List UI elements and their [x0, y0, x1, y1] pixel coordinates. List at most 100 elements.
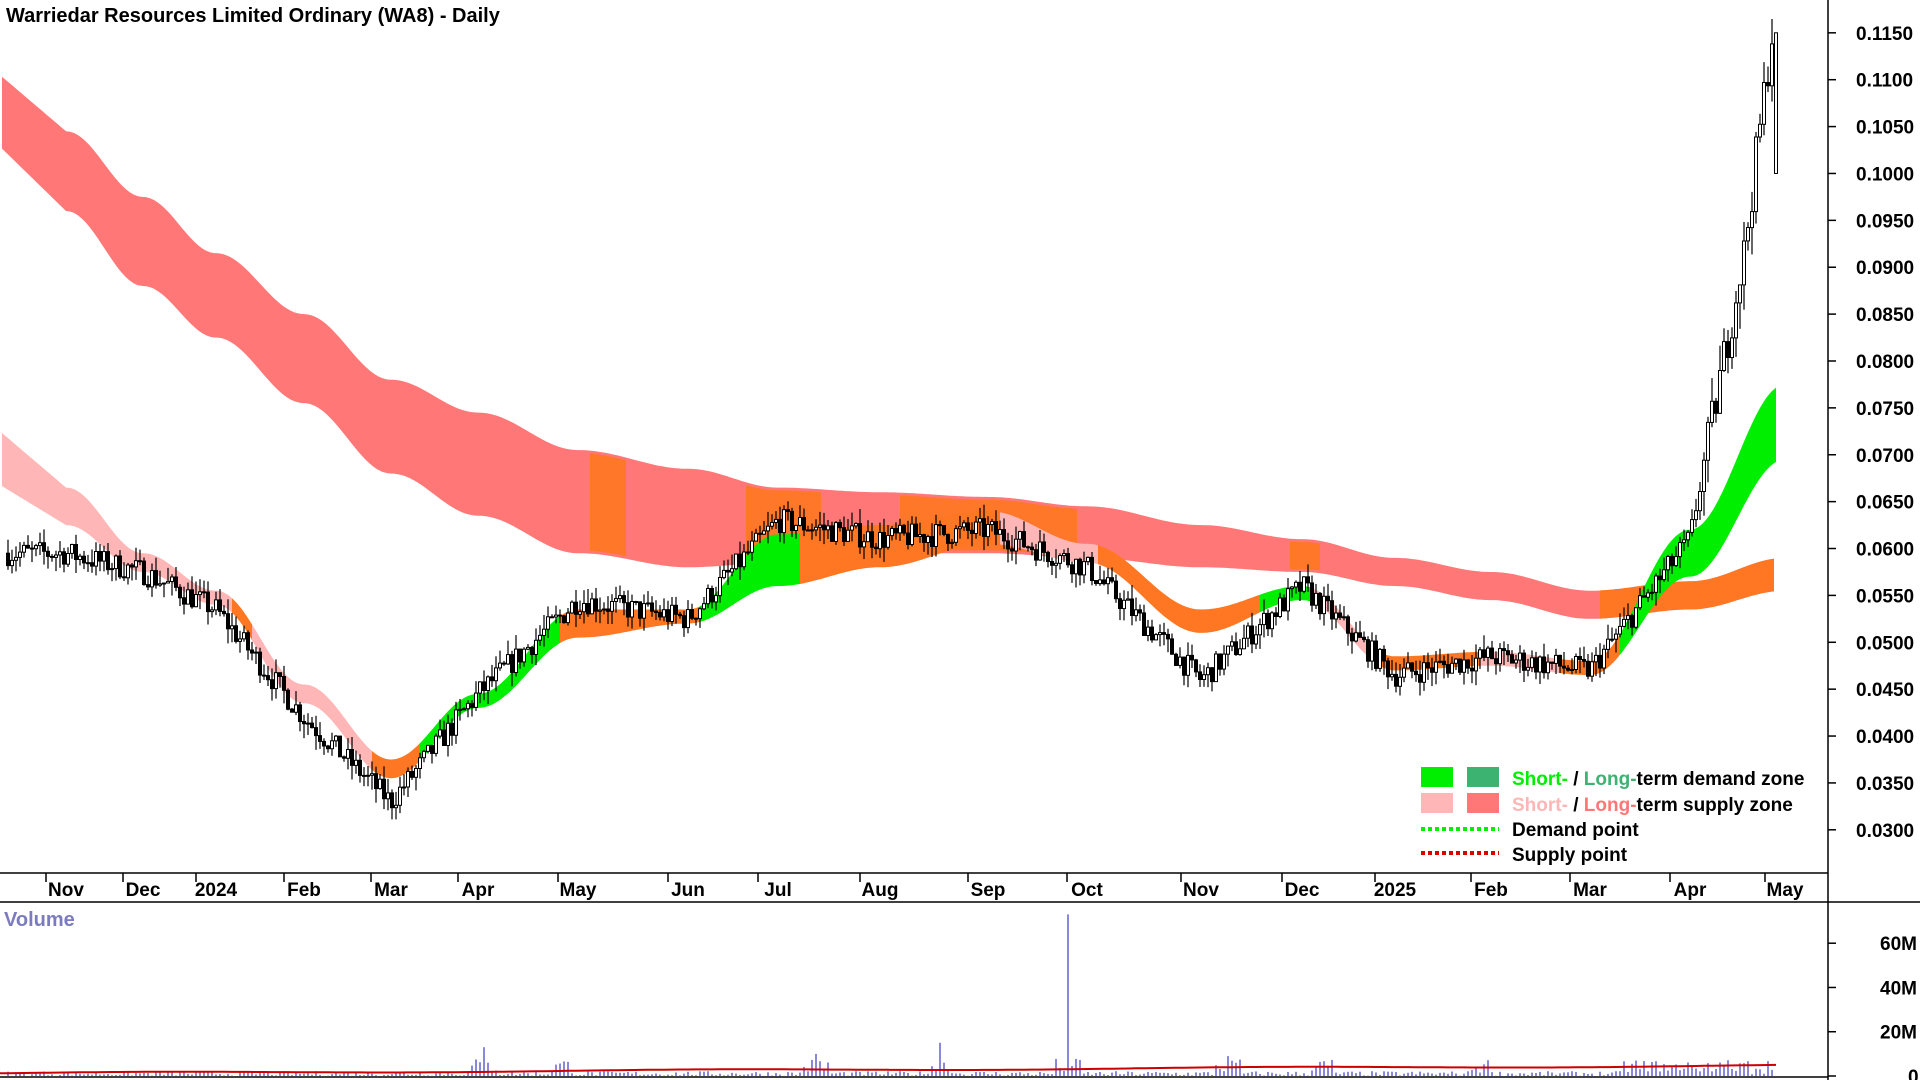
- candle-body: [266, 675, 270, 681]
- candle-body: [614, 598, 618, 602]
- candle-body: [1566, 667, 1570, 671]
- legend-label-supply-point: Supply point: [1512, 845, 1628, 866]
- candle-body: [526, 646, 530, 650]
- candle-body: [1658, 575, 1662, 581]
- candle-body: [206, 591, 210, 613]
- candle-body: [202, 591, 206, 594]
- short-term-band-segment: [2, 433, 232, 613]
- candle-body: [1426, 662, 1430, 669]
- candle-body: [38, 542, 42, 547]
- candle-body: [1570, 669, 1574, 671]
- candle-body: [1298, 581, 1302, 592]
- candle-body: [1654, 575, 1658, 593]
- candle-body: [794, 524, 798, 532]
- candle-body: [470, 702, 474, 708]
- candle-body: [1438, 660, 1442, 663]
- candle-body: [886, 535, 890, 548]
- candle-body: [6, 552, 10, 567]
- price-y-ticks: 0.1150 0.1100 0.1050 0.1000 0.0950 0.0900 0.08…: [1828, 24, 1914, 842]
- candle-body: [1642, 595, 1646, 598]
- candle-body: [702, 603, 706, 610]
- candle-body: [918, 534, 922, 537]
- candle-body: [1462, 659, 1466, 673]
- candle-body: [674, 604, 678, 615]
- short-term-band-segment: [1140, 573, 1260, 633]
- candle-body: [902, 524, 906, 534]
- short-term-band-segment: [232, 598, 252, 641]
- y-tick-label: 0.1100: [1856, 71, 1913, 92]
- candle-body: [1138, 609, 1142, 614]
- candle-body: [762, 530, 766, 535]
- candle-body: [454, 709, 458, 736]
- candle-body: [94, 551, 98, 567]
- candle-body: [830, 525, 834, 542]
- candle-body: [1066, 553, 1070, 566]
- candle-body: [1546, 661, 1550, 674]
- candle-body: [1490, 647, 1494, 660]
- candle-body: [1142, 612, 1146, 637]
- candle-body: [806, 529, 810, 532]
- candle-body: [146, 584, 150, 588]
- candle-body: [866, 531, 870, 543]
- candle-body: [318, 735, 322, 742]
- candle-body: [1574, 656, 1578, 670]
- candle-body: [1002, 529, 1006, 542]
- candle-body: [1494, 658, 1498, 665]
- short-term-band-segment: [700, 533, 800, 622]
- candle-body: [1086, 556, 1090, 563]
- candle-body: [1766, 82, 1770, 87]
- candle-body: [630, 601, 634, 618]
- candle-body: [506, 654, 510, 665]
- candle-body: [842, 527, 846, 542]
- candle-body: [474, 692, 478, 708]
- legend-swatch-short-demand: [1421, 767, 1453, 787]
- volume-title: Volume: [4, 909, 75, 931]
- candle-body: [1698, 491, 1702, 512]
- candle-body: [58, 551, 62, 556]
- candle-body: [522, 648, 526, 663]
- candle-body: [414, 768, 418, 778]
- candle-body: [1078, 558, 1082, 576]
- candle-body: [1354, 632, 1358, 642]
- candle-body: [730, 568, 734, 573]
- candle-body: [1166, 633, 1170, 640]
- candle-body: [1026, 546, 1030, 549]
- candle-body: [54, 554, 58, 558]
- candle-body: [1606, 638, 1610, 650]
- candle-body: [726, 569, 730, 573]
- candle-body: [154, 570, 158, 586]
- candle-body: [1530, 657, 1534, 668]
- candle-body: [302, 721, 306, 725]
- candle-body: [10, 559, 14, 567]
- candle-body: [582, 603, 586, 613]
- candle-body: [1694, 510, 1698, 521]
- candle-body: [50, 555, 54, 558]
- candle-body: [182, 597, 186, 605]
- legend-swatch-long-demand: [1467, 767, 1499, 787]
- candle-body: [854, 523, 858, 527]
- candle-body: [322, 740, 326, 747]
- candle-body: [42, 542, 46, 552]
- candle-body: [1014, 538, 1018, 552]
- candle-body: [194, 594, 198, 608]
- candle-body: [1030, 546, 1034, 551]
- candle-body: [1754, 136, 1758, 213]
- candle-body: [438, 729, 442, 737]
- candle-body: [662, 609, 666, 618]
- candle-body: [974, 521, 978, 534]
- candle-body: [1714, 400, 1718, 414]
- candle-body: [1098, 579, 1102, 585]
- candle-body: [1202, 674, 1206, 681]
- candle-body: [954, 528, 958, 543]
- candle-body: [494, 667, 498, 682]
- candle-body: [1526, 666, 1530, 671]
- candle-body: [570, 601, 574, 614]
- legend-label-rest: term demand zone: [1637, 769, 1805, 790]
- candle-body: [262, 674, 266, 677]
- candle-body: [1210, 667, 1214, 683]
- short-term-band-segment: [252, 624, 372, 770]
- candle-body: [1706, 421, 1710, 461]
- candle-body: [294, 704, 298, 713]
- y-tick-label: 0.0550: [1856, 586, 1914, 607]
- x-tick-label: Mar: [1573, 880, 1607, 901]
